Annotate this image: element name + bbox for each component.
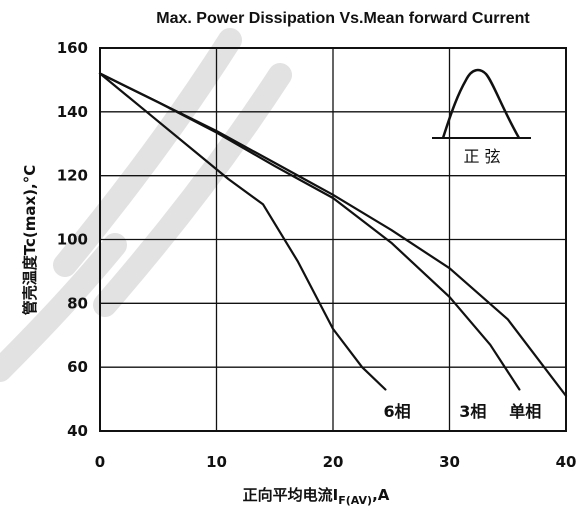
x-axis-label-main: 正向平均电流I xyxy=(243,486,339,504)
x-axis-label: 正向平均电流IF(AV),A xyxy=(243,486,390,507)
y-axis-label: 管壳温度Tc(max),°C xyxy=(21,165,39,315)
y-tick-label: 60 xyxy=(67,358,88,376)
series-annotation-label: 3相 xyxy=(459,402,486,421)
y-tick-label: 80 xyxy=(67,294,88,312)
series-annotation-label: 6相 xyxy=(384,402,411,421)
x-axis-label-subscript: F(AV) xyxy=(338,494,372,507)
x-tick-labels: 0 10 20 30 40 xyxy=(95,453,577,471)
grid xyxy=(100,48,566,431)
sine-waveform-icon xyxy=(441,68,521,139)
y-tick-label: 40 xyxy=(67,422,88,440)
series-layer xyxy=(98,72,568,397)
label-layer: 6相 3相 单相 xyxy=(384,402,542,421)
chart-title: Max. Power Dissipation Vs.Mean forward C… xyxy=(156,10,530,27)
waveform-label: 正 弦 xyxy=(463,147,500,166)
y-tick-labels: 40 60 80 100 120 140 160 xyxy=(57,39,88,440)
x-tick-label: 20 xyxy=(323,453,344,471)
series-line-single-phase xyxy=(98,72,568,397)
y-tick-label: 160 xyxy=(57,39,88,57)
x-tick-label: 40 xyxy=(556,453,577,471)
y-tick-label: 120 xyxy=(57,167,88,185)
x-tick-label: 10 xyxy=(206,453,227,471)
x-axis-label-suffix: ,A xyxy=(372,486,390,504)
x-tick-label: 0 xyxy=(95,453,105,471)
series-annotation-label: 单相 xyxy=(509,402,541,421)
x-tick-label: 30 xyxy=(439,453,460,471)
plot-frame xyxy=(99,47,567,432)
series-line-6-phase xyxy=(98,72,387,391)
y-tick-label: 140 xyxy=(57,103,88,121)
watermark xyxy=(0,28,292,382)
waveform-inset: 正 弦 xyxy=(432,68,531,166)
y-tick-label: 100 xyxy=(57,231,88,249)
